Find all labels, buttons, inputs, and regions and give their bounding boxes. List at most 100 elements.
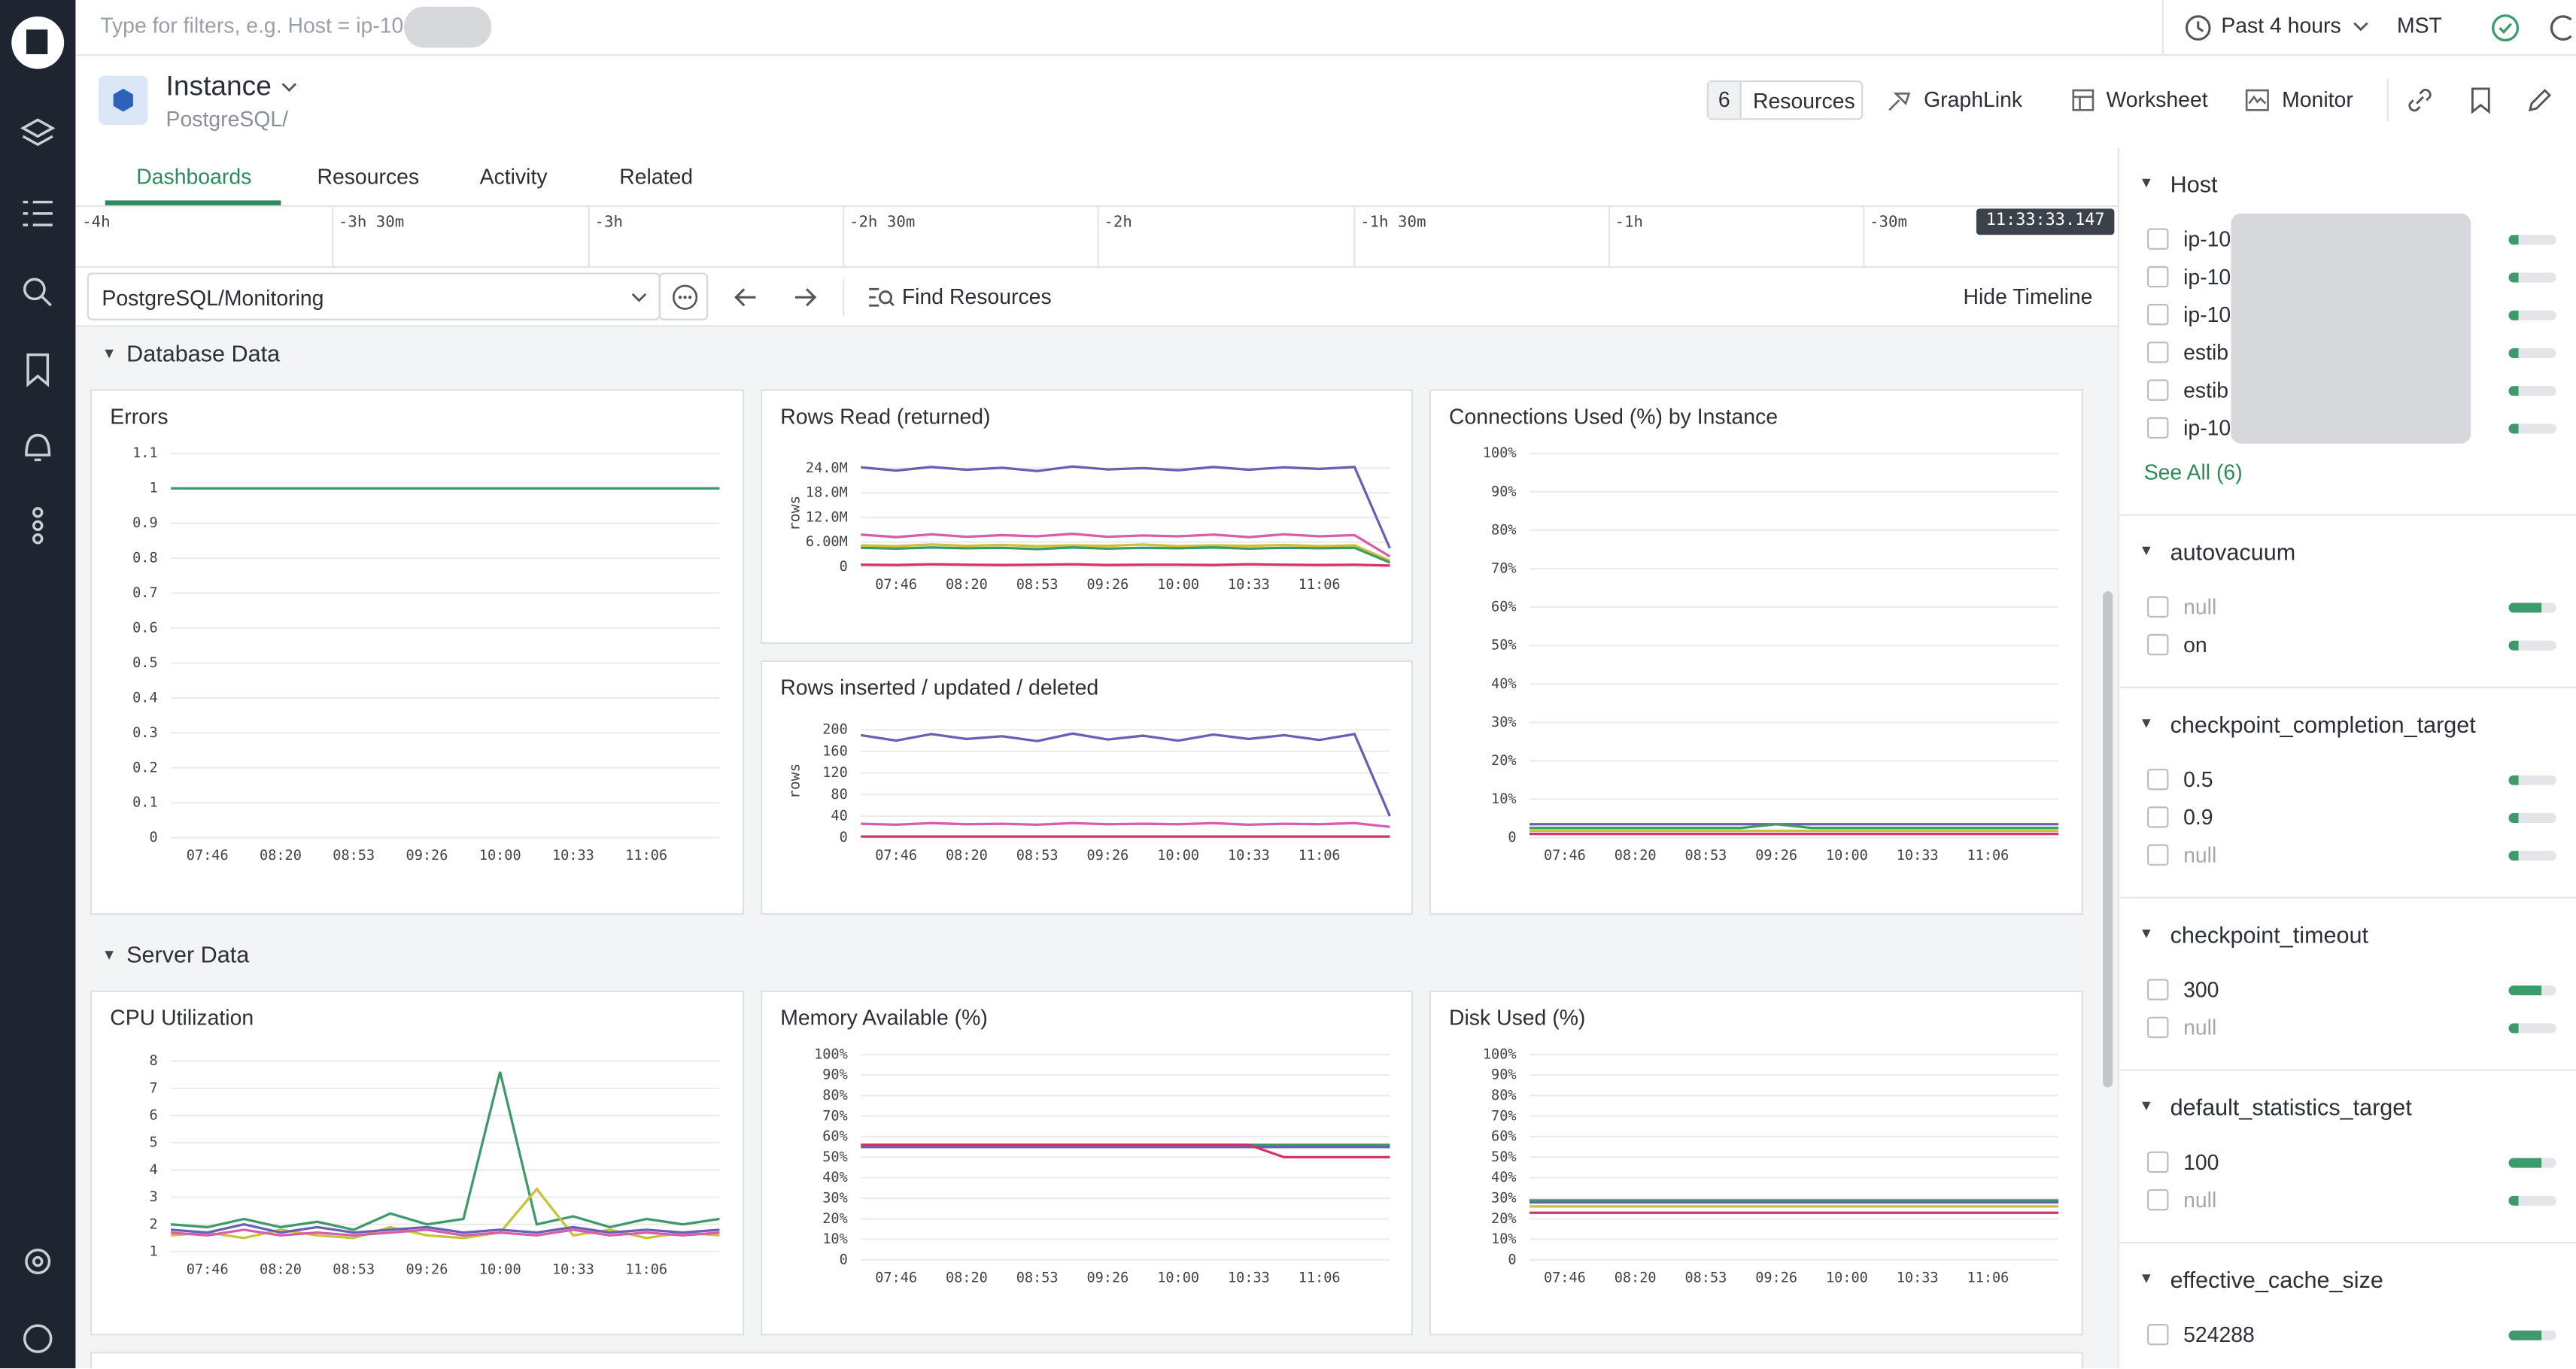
checkbox[interactable] <box>2147 844 2169 866</box>
series-line <box>861 821 1390 828</box>
y-tick-label: 0.8 <box>132 551 158 566</box>
timezone[interactable]: MST <box>2396 13 2442 38</box>
x-tick-label: 11:06 <box>1299 1270 1341 1286</box>
y-tick-label: 160 <box>822 743 848 759</box>
chart-title: Rows Read (returned) <box>780 404 991 429</box>
checkbox[interactable] <box>2147 633 2169 656</box>
facet-bar <box>2508 985 2556 996</box>
x-tick-label: 08:53 <box>1016 848 1059 864</box>
facet-toggle: ▼ <box>2139 714 2154 731</box>
x-tick-label: 07:46 <box>187 848 229 864</box>
x-tick-label: 10:00 <box>479 1261 521 1277</box>
x-tick-label: 08:20 <box>260 1261 302 1277</box>
facet-bar-fill <box>2508 1023 2519 1034</box>
x-tick-label: 08:20 <box>946 848 988 864</box>
y-tick-label: 0.9 <box>132 515 158 531</box>
x-tick-label: 10:33 <box>552 1261 594 1277</box>
panel-divider <box>2117 147 2119 1368</box>
y-tick-label: 10% <box>1491 791 1517 807</box>
checkbox[interactable] <box>2147 341 2169 363</box>
see-all[interactable]: See All (6) <box>2143 460 2243 485</box>
back-button[interactable] <box>730 281 763 314</box>
link-icon[interactable] <box>2405 86 2435 115</box>
facet-title: default_statistics_target <box>2170 1094 2412 1121</box>
title-chevron[interactable] <box>279 77 299 97</box>
nav-alerts[interactable] <box>25 433 51 462</box>
y-tick-label: 10% <box>1491 1231 1517 1247</box>
more-button[interactable] <box>658 272 709 320</box>
nav-more[interactable] <box>32 507 44 518</box>
nav-datasets[interactable] <box>20 118 56 147</box>
graphlink-button[interactable]: GraphLink <box>1924 87 2023 112</box>
chart-panel: Connections Used (%) by Instance 0 10% 20% 3… <box>1429 389 2083 915</box>
timeline-label: -4h <box>82 213 111 232</box>
checkbox[interactable] <box>2147 1151 2169 1173</box>
facet-bar-fill <box>2508 272 2519 283</box>
checkbox[interactable] <box>2147 1016 2169 1039</box>
edit-icon[interactable] <box>2525 86 2554 115</box>
facet-separator <box>2119 1241 2576 1244</box>
find-resources[interactable]: Find Resources <box>901 284 1052 309</box>
timeline[interactable]: -4h -3h 30m -3h -2h 30m -2h -1h 30m -1h -30m <box>75 207 2119 268</box>
scrollbar[interactable] <box>2103 591 2113 1088</box>
x-tick-label: 09:26 <box>406 1261 448 1277</box>
checkbox[interactable] <box>2147 979 2169 1000</box>
divider <box>843 279 845 316</box>
nav-search[interactable] <box>23 278 46 301</box>
y-tick-label: 20% <box>1491 1211 1517 1227</box>
monitor-button[interactable]: Monitor <box>2282 87 2353 112</box>
hide-timeline[interactable]: Hide Timeline <box>1963 284 2093 309</box>
y-tick-label: 30% <box>822 1190 848 1206</box>
y-axis-label: rows <box>785 763 803 799</box>
facet-bar <box>2508 1195 2556 1206</box>
checkbox[interactable] <box>2147 806 2169 828</box>
tab-resources[interactable]: Resources <box>317 164 420 190</box>
timeline-label: -1h <box>1615 213 1644 232</box>
x-tick-label: 10:33 <box>1897 1270 1939 1286</box>
facet-bar-fill <box>2508 851 2519 861</box>
checkbox[interactable] <box>2147 768 2169 791</box>
time-range[interactable]: Past 4 hours <box>2221 13 2341 38</box>
bookmark-icon[interactable] <box>2466 86 2496 115</box>
timeline-divider <box>588 207 590 266</box>
active-tab-indicator <box>105 200 281 205</box>
graphlink-icon <box>1888 93 1911 111</box>
checkbox[interactable] <box>2147 596 2169 618</box>
dashboard-select[interactable]: PostgreSQL/Monitoring <box>87 272 661 320</box>
tab-activity[interactable]: Activity <box>479 164 548 190</box>
facet-value: estib <box>2183 340 2229 365</box>
y-tick-label: 90% <box>822 1067 848 1083</box>
x-tick-label: 09:26 <box>406 848 448 864</box>
checkbox[interactable] <box>2147 1188 2169 1211</box>
divider <box>2386 78 2389 122</box>
y-tick-label: 70% <box>1491 560 1517 576</box>
resources-label: Resources <box>1752 88 1855 114</box>
y-tick-label: 30% <box>1491 715 1517 730</box>
y-tick-label: 24.0M <box>806 460 848 476</box>
worksheet-button[interactable]: Worksheet <box>2106 87 2208 112</box>
checkbox[interactable] <box>2147 417 2169 439</box>
nav-bookmarks[interactable] <box>26 353 50 387</box>
series-line <box>861 543 1391 562</box>
refresh-icon[interactable] <box>2548 10 2576 46</box>
x-tick-label: 09:26 <box>1086 848 1129 864</box>
nav-settings[interactable] <box>25 1249 51 1275</box>
facet-value: 300 <box>2183 977 2219 1003</box>
checkbox[interactable] <box>2147 228 2169 250</box>
x-tick-label: 11:06 <box>625 1261 667 1277</box>
x-tick-label: 08:53 <box>333 848 375 864</box>
resources-button[interactable]: 6 Resources <box>1706 80 1864 120</box>
tab-dashboards[interactable]: Dashboards <box>136 164 252 190</box>
forward-button[interactable] <box>788 281 822 314</box>
filter-input[interactable]: Type for filters, e.g. Host = ip-10- <box>100 13 411 38</box>
checkbox[interactable] <box>2147 1324 2169 1346</box>
dashboard-name: PostgreSQL/Monitoring <box>102 285 324 311</box>
checkbox[interactable] <box>2147 303 2169 326</box>
tab-related[interactable]: Related <box>619 164 694 190</box>
checkbox[interactable] <box>2147 266 2169 288</box>
checkbox[interactable] <box>2147 379 2169 401</box>
x-tick-label: 10:33 <box>1897 848 1939 864</box>
x-tick-label: 08:20 <box>1615 1270 1657 1286</box>
nav-list[interactable] <box>23 200 53 226</box>
nav-help[interactable] <box>23 1324 53 1353</box>
